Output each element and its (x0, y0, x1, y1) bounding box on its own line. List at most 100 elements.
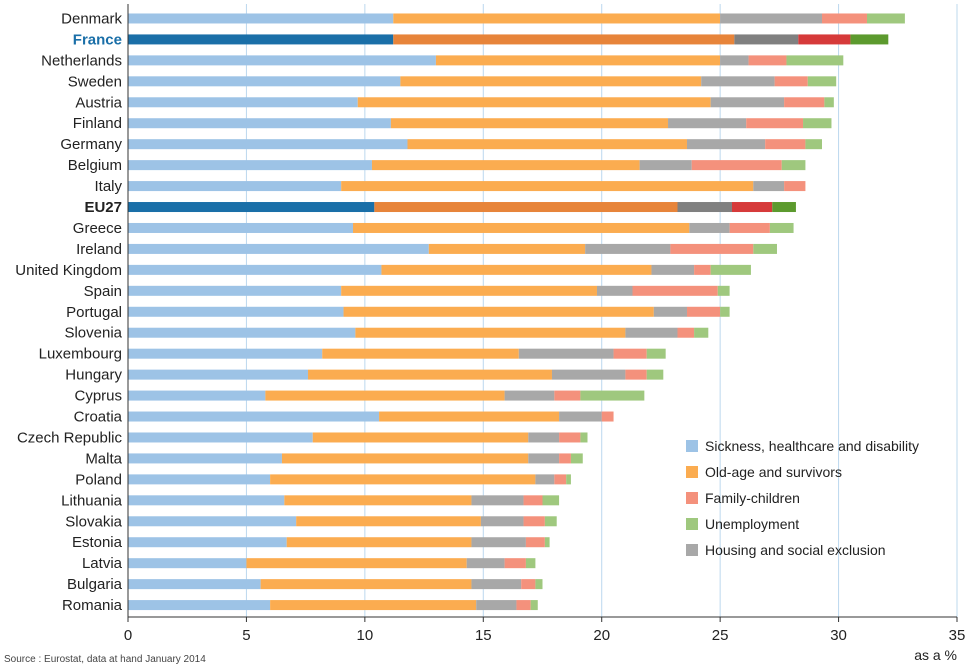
bar-segment-austria-s0 (128, 97, 358, 108)
category-label: Estonia (72, 534, 123, 551)
bar-segment-france-s3 (798, 34, 851, 45)
x-tick-label: 5 (242, 627, 250, 644)
bar-segment-latvia-s1 (246, 558, 467, 569)
category-label: Cyprus (74, 388, 122, 405)
bar-segment-finland-s1 (390, 118, 669, 129)
category-label: Slovenia (64, 325, 122, 342)
bar-segment-bulgaria-s1 (260, 579, 472, 590)
bar-segment-poland-s0 (128, 474, 271, 485)
bar-segment-united-kingdom-s4 (710, 264, 751, 275)
bar-segment-romania-s2 (476, 600, 517, 611)
bar-segment-italy-s3 (784, 181, 806, 192)
bar-segment-slovakia-s0 (128, 516, 297, 527)
category-label: Italy (94, 178, 122, 195)
bar-segment-spain-s4 (717, 285, 730, 296)
bar-segment-poland-s4 (566, 474, 571, 485)
bar-segment-netherlands-s2 (720, 55, 749, 66)
x-tick-label: 25 (712, 627, 729, 644)
bar-segment-latvia-s0 (128, 558, 247, 569)
bar-segment-slovenia-s2 (625, 327, 678, 338)
bar-segment-denmark-s1 (393, 13, 721, 24)
bar-segment-luxembourg-s3 (613, 348, 647, 359)
bar-segment-ireland-s4 (753, 243, 777, 254)
legend-label: Old-age and survivors (705, 464, 842, 480)
x-unit-label: as a % (914, 647, 957, 663)
bar-segment-austria-s4 (824, 97, 834, 108)
bar-segment-portugal-s4 (720, 306, 730, 317)
bar-segment-portugal-s0 (128, 306, 344, 317)
axis: 0 5 10 15 20 25 30 35 (124, 4, 966, 644)
bar-segment-luxembourg-s2 (518, 348, 614, 359)
bar-segment-romania-s3 (516, 600, 531, 611)
bar-segment-poland-s2 (535, 474, 555, 485)
bar-segment-france-s1 (393, 34, 735, 45)
bar-segment-austria-s3 (784, 97, 825, 108)
bar-segment-romania-s4 (530, 600, 538, 611)
bar-segment-belgium-s2 (639, 160, 692, 171)
bar-segment-germany-s3 (765, 139, 806, 150)
legend-swatch (686, 518, 698, 530)
bar-segment-poland-s3 (554, 474, 567, 485)
bar-segment-greece-s2 (689, 222, 730, 233)
category-label: Portugal (66, 304, 122, 321)
bar-segment-lithuania-s2 (471, 495, 524, 506)
bar-segment-denmark-s2 (720, 13, 822, 24)
bar-segment-croatia-s2 (559, 411, 602, 422)
bar-segment-denmark-s4 (866, 13, 905, 24)
bar-segment-united-kingdom-s0 (128, 264, 382, 275)
bar-segment-spain-s0 (128, 285, 342, 296)
bar-segment-eu27-s2 (677, 202, 732, 213)
bar-segment-romania-s1 (270, 600, 477, 611)
category-label: Germany (60, 136, 122, 153)
category-label: Lithuania (61, 492, 123, 509)
bar-segment-eu27-s0 (128, 202, 375, 213)
bar-segment-czech-republic-s0 (128, 432, 313, 443)
bar-segment-slovakia-s2 (480, 516, 524, 527)
bar-segment-estonia-s4 (544, 537, 550, 548)
bar-segment-slovenia-s1 (355, 327, 626, 338)
bar-segment-spain-s2 (596, 285, 633, 296)
bar-segment-latvia-s4 (525, 558, 536, 569)
bar-segment-latvia-s3 (504, 558, 526, 569)
bar-segment-united-kingdom-s1 (381, 264, 652, 275)
bar-segment-estonia-s3 (525, 537, 545, 548)
x-tick-label: 15 (475, 627, 492, 644)
category-label: Austria (75, 94, 122, 111)
category-label: France (73, 31, 122, 48)
bar-segment-sweden-s1 (400, 76, 702, 87)
x-tick-label: 10 (357, 627, 374, 644)
bar-segment-cyprus-s1 (265, 390, 505, 401)
x-tick-label: 30 (830, 627, 847, 644)
bar-segment-eu27-s3 (731, 202, 773, 213)
bar-segment-czech-republic-s1 (312, 432, 529, 443)
bar-segment-croatia-s0 (128, 411, 380, 422)
category-label: Croatia (74, 409, 123, 426)
bar-segment-ireland-s2 (585, 243, 671, 254)
bar-segment-germany-s2 (686, 139, 766, 150)
bar-segment-netherlands-s0 (128, 55, 436, 66)
bar-segment-luxembourg-s4 (646, 348, 666, 359)
category-label: Czech Republic (17, 429, 123, 446)
category-label: Poland (75, 471, 122, 488)
bar-segment-finland-s0 (128, 118, 391, 129)
legend-swatch (686, 492, 698, 504)
category-label: EU27 (84, 199, 122, 216)
bar-segment-malta-s3 (559, 453, 571, 464)
category-label: Latvia (82, 555, 123, 572)
bar-segment-hungary-s2 (551, 369, 626, 380)
bar-segment-slovakia-s1 (296, 516, 481, 527)
bar-segment-cyprus-s2 (504, 390, 555, 401)
bar-segment-lithuania-s4 (542, 495, 560, 506)
bar-segment-hungary-s1 (308, 369, 552, 380)
bar-segment-netherlands-s3 (748, 55, 787, 66)
bar-segment-finland-s3 (746, 118, 804, 129)
bar-segment-ireland-s3 (670, 243, 754, 254)
bar-segment-finland-s2 (668, 118, 747, 129)
legend: Sickness, healthcare and disability Old-a… (686, 438, 919, 558)
bar-segment-germany-s0 (128, 139, 408, 150)
bar-segment-hungary-s0 (128, 369, 309, 380)
legend-swatch (686, 440, 698, 452)
bar-segment-sweden-s0 (128, 76, 401, 87)
x-tick-label: 35 (949, 627, 966, 644)
bar-segment-bulgaria-s0 (128, 579, 261, 590)
